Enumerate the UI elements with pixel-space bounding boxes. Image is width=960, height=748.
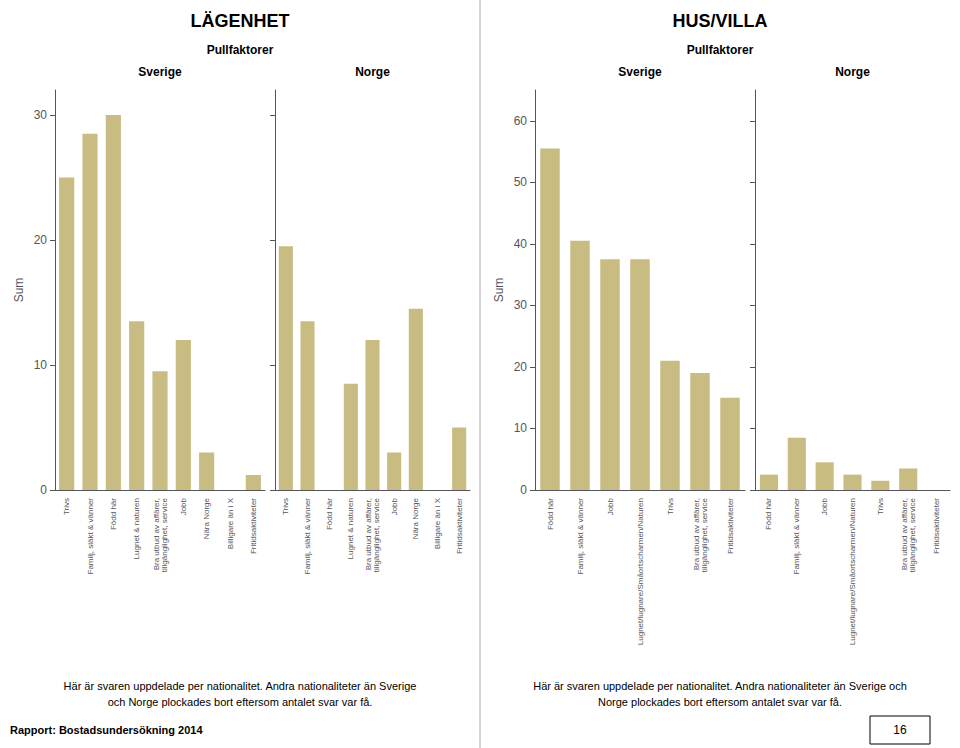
svg-text:Jobb: Jobb — [820, 497, 829, 515]
svg-text:tillgänglighet, service: tillgänglighet, service — [908, 497, 917, 572]
svg-text:HUS/VILLA: HUS/VILLA — [672, 11, 767, 31]
svg-text:Född här: Född här — [546, 498, 555, 530]
svg-text:Här är svaren uppdelade per na: Här är svaren uppdelade per nationalitet… — [533, 680, 907, 692]
svg-text:50: 50 — [514, 175, 528, 189]
svg-text:Fritidsaktiviteter: Fritidsaktiviteter — [455, 498, 464, 554]
svg-text:Norge: Norge — [355, 65, 390, 79]
svg-text:Familj, släkt & vänner: Familj, släkt & vänner — [303, 498, 312, 575]
svg-text:Trivs: Trivs — [281, 498, 290, 515]
svg-text:30: 30 — [514, 298, 528, 312]
svg-text:Trivs: Trivs — [62, 498, 71, 515]
svg-text:Lugnet/lugnare/Småortscharmen/: Lugnet/lugnare/Småortscharmen/Naturen — [848, 498, 857, 645]
svg-text:Född här: Född här — [325, 498, 334, 530]
svg-text:60: 60 — [514, 114, 528, 128]
svg-text:Billigare än i X: Billigare än i X — [226, 497, 235, 549]
svg-text:Sum: Sum — [492, 278, 506, 303]
svg-text:30: 30 — [34, 108, 48, 122]
svg-text:Billigare än i X: Billigare än i X — [433, 497, 442, 549]
svg-text:Familj, släkt & vänner: Familj, släkt & vänner — [792, 498, 801, 575]
svg-text:20: 20 — [514, 360, 528, 374]
svg-text:Familj, släkt & vänner: Familj, släkt & vänner — [576, 498, 585, 575]
svg-text:Norge: Norge — [835, 65, 870, 79]
svg-text:10: 10 — [34, 358, 48, 372]
svg-text:Sverige: Sverige — [618, 65, 662, 79]
svg-text:Norge plockades bort eftersom: Norge plockades bort eftersom antalet sv… — [598, 696, 842, 708]
svg-text:Lugnet & naturen: Lugnet & naturen — [132, 498, 141, 559]
svg-text:Nära Norge: Nära Norge — [202, 497, 211, 539]
svg-text:Lugnet & naturen: Lugnet & naturen — [346, 498, 355, 559]
svg-text:tillgänglighet, service: tillgänglighet, service — [700, 497, 709, 572]
svg-text:Sum: Sum — [12, 278, 26, 303]
svg-text:0: 0 — [40, 483, 47, 497]
svg-text:Familj, släkt & vänner: Familj, släkt & vänner — [86, 498, 95, 575]
svg-text:10: 10 — [514, 421, 528, 435]
svg-text:Nära Norge: Nära Norge — [411, 497, 420, 539]
svg-text:LÄGENHET: LÄGENHET — [191, 11, 290, 31]
svg-text:Bra utbud av affärer,: Bra utbud av affärer, — [151, 498, 161, 571]
svg-text:Fritidsaktiviteter: Fritidsaktiviteter — [932, 498, 941, 554]
svg-text:Bra utbud av affärer,: Bra utbud av affärer, — [899, 498, 909, 571]
svg-text:Jobb: Jobb — [179, 497, 188, 515]
svg-text:Här är svaren uppdelade per na: Här är svaren uppdelade per nationalitet… — [64, 680, 417, 692]
svg-text:20: 20 — [34, 233, 48, 247]
svg-text:Född här: Född här — [764, 498, 773, 530]
svg-text:Rapport: Bostadsundersökning 2: Rapport: Bostadsundersökning 2014 — [10, 724, 203, 736]
svg-text:Lugnet/lugnare/Småortscharmen/: Lugnet/lugnare/Småortscharmen/Naturen — [636, 498, 645, 645]
svg-text:Bra utbud av affärer,: Bra utbud av affärer, — [691, 498, 701, 571]
svg-text:Bra utbud av affärer,: Bra utbud av affärer, — [364, 498, 373, 571]
svg-text:Fritidsaktiviteter: Fritidsaktiviteter — [726, 498, 735, 554]
svg-text:0: 0 — [520, 483, 527, 497]
svg-text:Sverige: Sverige — [138, 65, 182, 79]
svg-text:tillgänglighet, service: tillgänglighet, service — [372, 497, 381, 572]
svg-text:Jobb: Jobb — [606, 497, 615, 515]
svg-text:Född här: Född här — [109, 498, 118, 530]
svg-text:40: 40 — [514, 237, 528, 251]
svg-text:Jobb: Jobb — [390, 497, 399, 515]
svg-text:Trivs: Trivs — [876, 498, 885, 515]
svg-text:Fritidsaktiviteter: Fritidsaktiviteter — [249, 498, 258, 554]
svg-text:Trivs: Trivs — [666, 498, 675, 515]
svg-text:Pullfaktorer: Pullfaktorer — [687, 43, 754, 57]
svg-text:och Norge plockades bort efter: och Norge plockades bort eftersom antale… — [108, 696, 373, 708]
svg-text:Pullfaktorer: Pullfaktorer — [207, 43, 274, 57]
svg-text:tillgänglighet, service: tillgänglighet, service — [160, 497, 169, 572]
svg-text:16: 16 — [893, 723, 907, 737]
